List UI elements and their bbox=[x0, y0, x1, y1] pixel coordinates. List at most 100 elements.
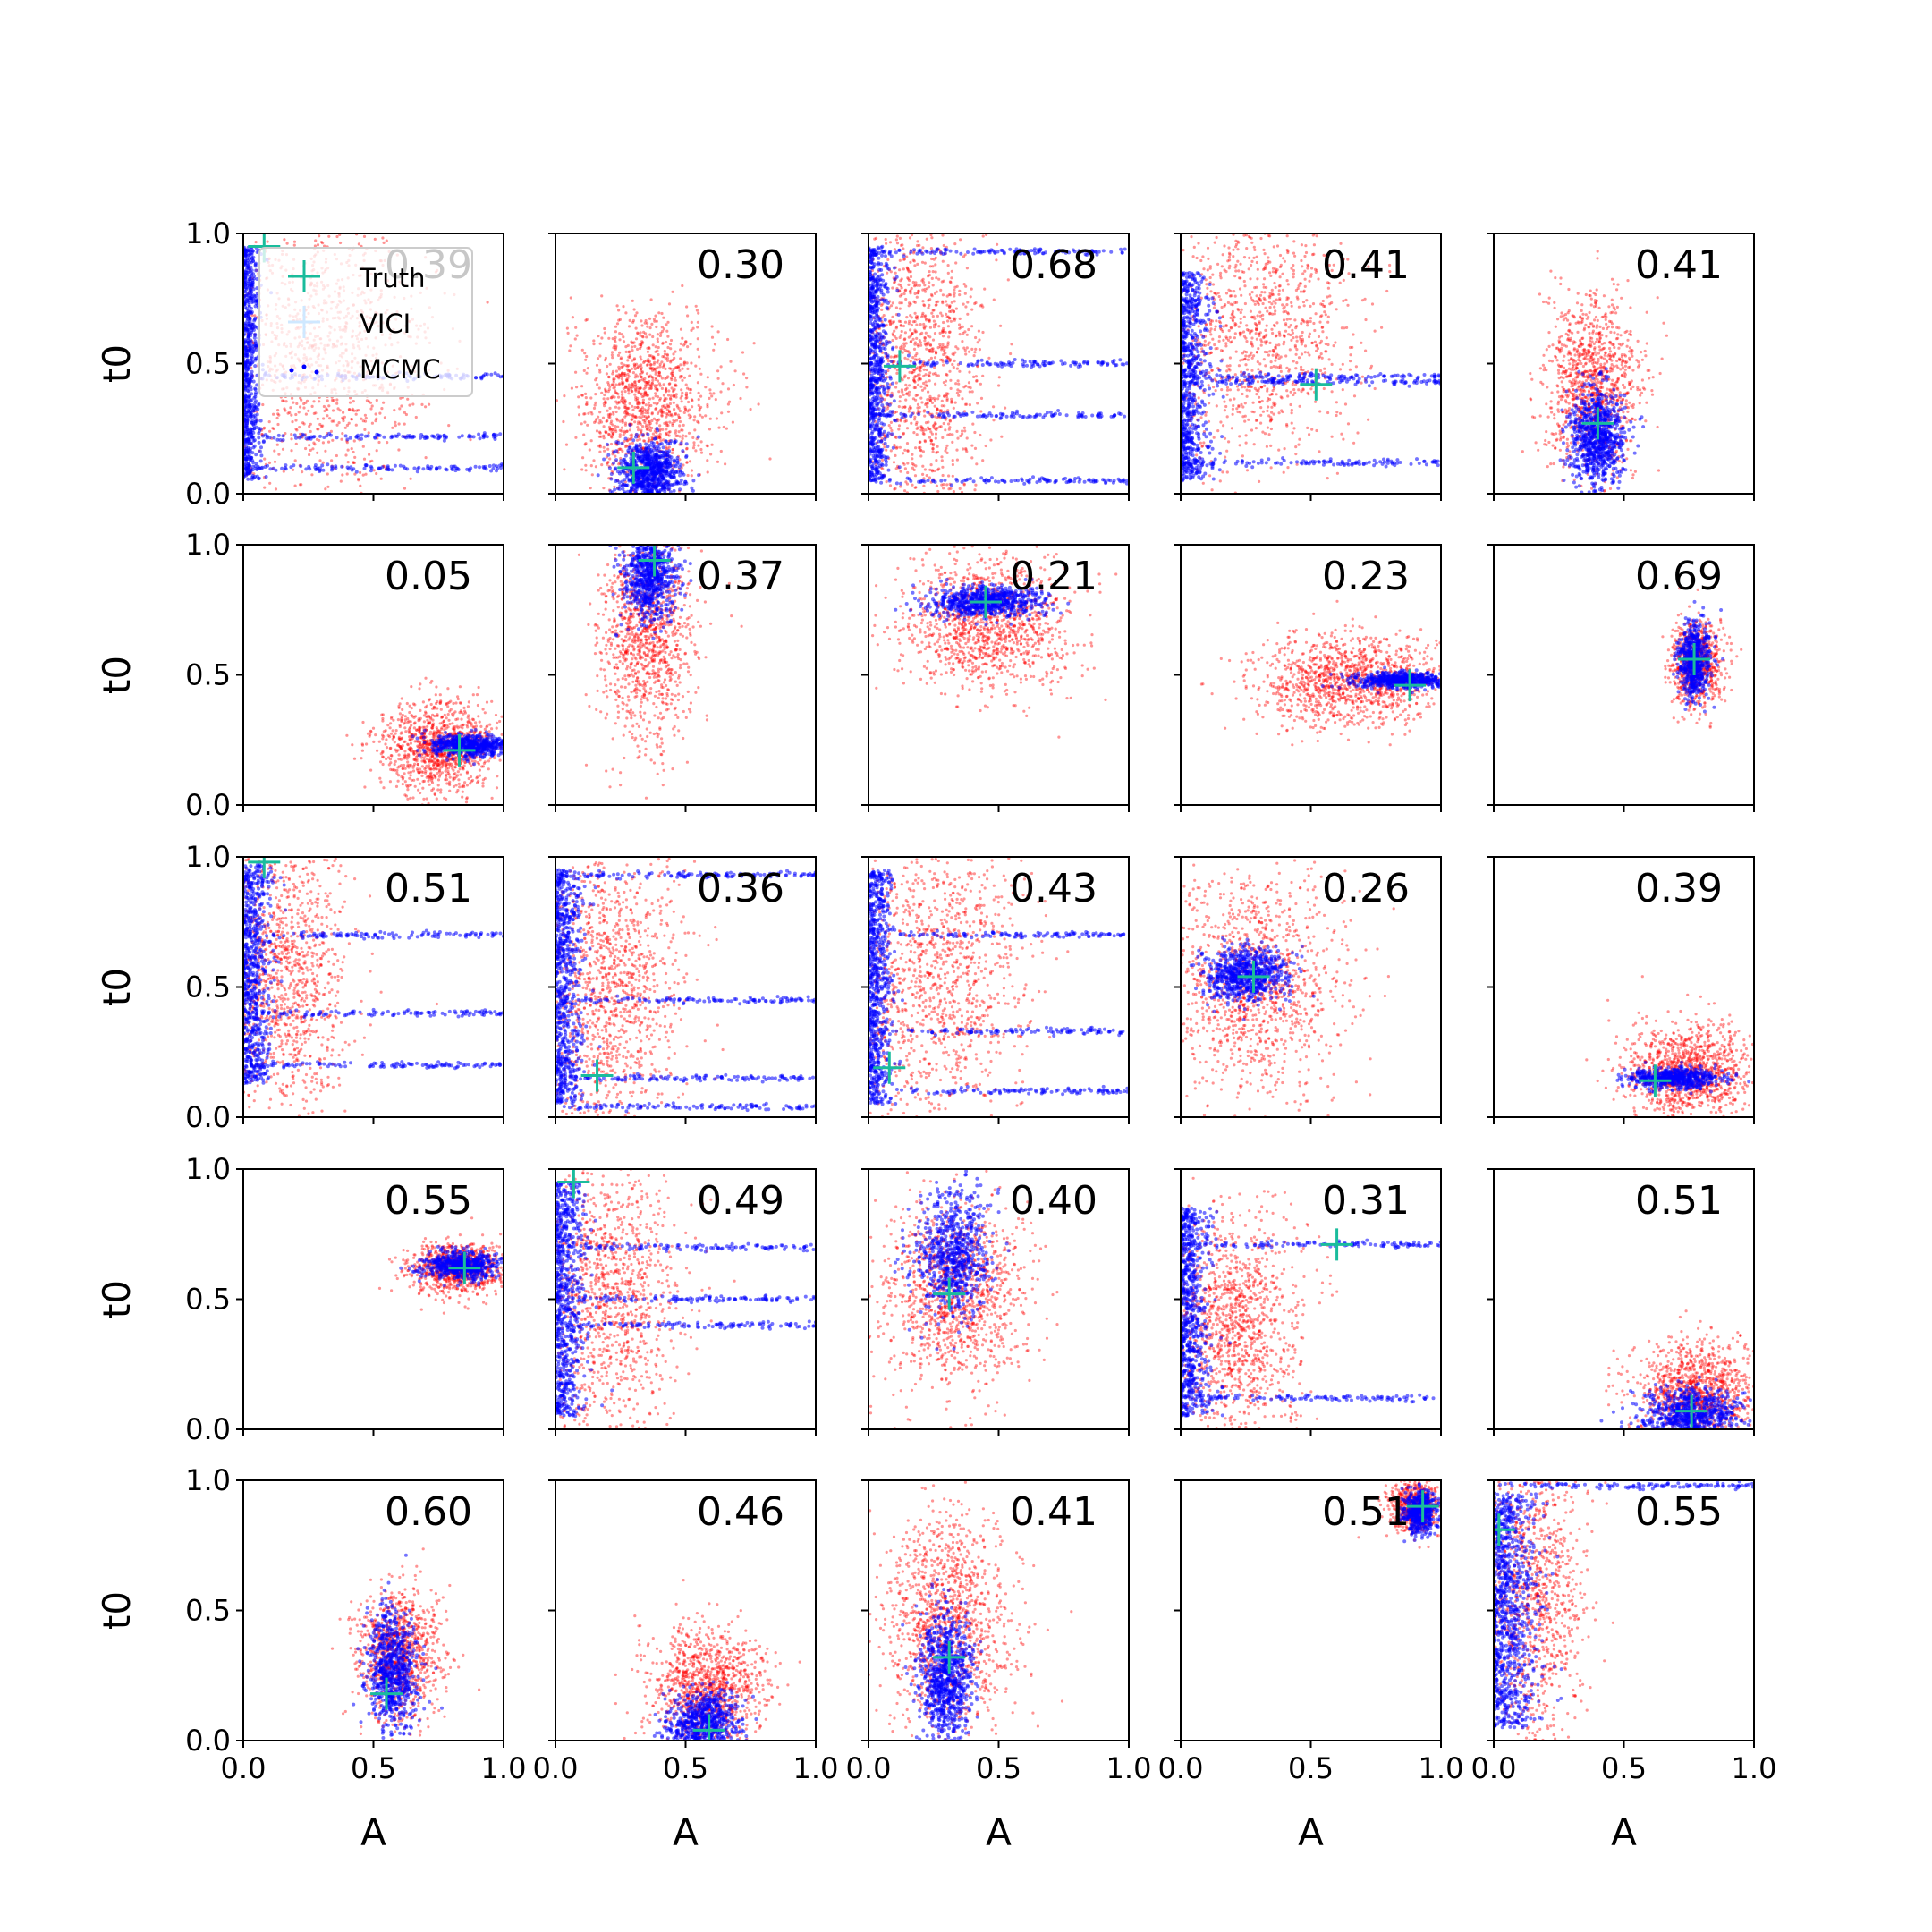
panel: 0.0 0.5 1.0 0.51 A bbox=[1158, 1479, 1464, 1854]
vici-samples bbox=[345, 676, 504, 805]
overlap-label: 0.55 bbox=[385, 1178, 472, 1224]
panel: 0.41 bbox=[1487, 233, 1755, 501]
truth-marker bbox=[617, 451, 650, 484]
overlap-label: 0.31 bbox=[1322, 1178, 1410, 1224]
overlap-label: 0.41 bbox=[1635, 242, 1723, 288]
y-axis-label: t0 bbox=[95, 344, 139, 383]
y-tick-label: 1.0 bbox=[185, 840, 231, 874]
vici-samples bbox=[1585, 975, 1754, 1117]
overlap-label: 0.21 bbox=[1010, 554, 1097, 599]
overlap-label: 0.49 bbox=[697, 1178, 784, 1224]
truth-marker bbox=[443, 733, 476, 767]
truth-marker bbox=[1675, 1394, 1708, 1428]
overlap-label: 0.51 bbox=[1322, 1489, 1410, 1535]
panel: 0.0 0.5 1.0 0.51 t0 bbox=[95, 840, 504, 1134]
mcmc-samples bbox=[1181, 1206, 1441, 1418]
panel: 0.0 0.5 1.0 0.0 0.5 1.0 0.60 At0 bbox=[95, 1463, 526, 1854]
truth-marker bbox=[557, 1169, 590, 1199]
panel: 0.0 0.5 1.0 0.05 t0 bbox=[95, 528, 504, 822]
overlap-label: 0.51 bbox=[385, 866, 472, 911]
overlap-label: 0.43 bbox=[1010, 866, 1097, 911]
overlap-label: 0.68 bbox=[1010, 242, 1097, 288]
mcmc-samples bbox=[1181, 271, 1441, 483]
x-tick-label: 0.0 bbox=[533, 1751, 579, 1785]
legend-entry-mcmc: MCMC bbox=[289, 354, 441, 385]
x-axis-label: A bbox=[673, 1810, 699, 1854]
legend-mcmc-label: MCMC bbox=[360, 354, 441, 385]
truth-marker bbox=[1678, 643, 1711, 676]
panel: 0.43 bbox=[861, 856, 1130, 1124]
panel: 0.49 bbox=[548, 1168, 817, 1436]
panel: 0.39 bbox=[1487, 856, 1755, 1124]
panel: 0.41 bbox=[1174, 233, 1442, 501]
overlap-label: 0.41 bbox=[1322, 242, 1410, 288]
y-tick-label: 0.5 bbox=[185, 1594, 231, 1628]
y-axis-label: t0 bbox=[95, 1591, 139, 1630]
panel: 0.23 bbox=[1174, 544, 1442, 812]
panel: 0.36 bbox=[548, 856, 817, 1124]
mcmc-samples bbox=[596, 423, 701, 494]
y-axis-label: t0 bbox=[95, 968, 139, 1006]
overlap-label: 0.36 bbox=[697, 866, 784, 911]
panel: 0.0 0.5 1.0 0.55 A bbox=[1471, 1479, 1777, 1854]
y-tick-label: 0.5 bbox=[185, 347, 231, 381]
panel: 0.0 0.5 1.0 0.46 A bbox=[533, 1479, 838, 1854]
mcmc-samples bbox=[869, 869, 1129, 1106]
panel: 0.21 bbox=[861, 544, 1130, 812]
y-tick-label: 0.0 bbox=[185, 1724, 231, 1758]
truth-marker bbox=[1581, 407, 1614, 440]
vici-samples bbox=[869, 233, 1013, 494]
truth-marker bbox=[1300, 368, 1333, 401]
panels: 0.0 0.5 1.0 0.39 t0 0.30 0.68 0.41 0.41 0.0 0.5 1.0… bbox=[95, 216, 1776, 1854]
x-tick-label: 0.0 bbox=[221, 1751, 267, 1785]
y-axis-label: t0 bbox=[95, 1280, 139, 1318]
y-axis-label: t0 bbox=[95, 656, 139, 694]
truth-marker bbox=[1237, 960, 1270, 993]
overlap-label: 0.23 bbox=[1322, 554, 1410, 599]
overlap-label: 0.05 bbox=[385, 554, 472, 599]
vici-samples bbox=[555, 857, 724, 1117]
overlap-label: 0.37 bbox=[697, 554, 784, 599]
overlap-label: 0.60 bbox=[385, 1489, 472, 1535]
panel: 0.26 bbox=[1174, 856, 1442, 1124]
y-tick-label: 1.0 bbox=[185, 1463, 231, 1497]
x-tick-label: 0.0 bbox=[1471, 1751, 1517, 1785]
y-tick-label: 0.5 bbox=[185, 970, 231, 1004]
y-tick-label: 0.0 bbox=[185, 1412, 231, 1446]
overlap-label: 0.30 bbox=[697, 242, 784, 288]
x-tick-label: 1.0 bbox=[481, 1751, 527, 1785]
mcmc-samples bbox=[1615, 1060, 1751, 1096]
overlap-label: 0.69 bbox=[1635, 554, 1723, 599]
panel: 0.37 bbox=[548, 544, 817, 812]
panel: 0.0 0.5 1.0 0.41 A bbox=[846, 1479, 1151, 1854]
x-axis-label: A bbox=[1611, 1810, 1637, 1854]
x-tick-label: 1.0 bbox=[1419, 1751, 1464, 1785]
vici-samples bbox=[614, 1579, 801, 1741]
mcmc-samples bbox=[555, 868, 816, 1114]
y-tick-label: 0.5 bbox=[185, 658, 231, 692]
overlap-label: 0.51 bbox=[1635, 1178, 1723, 1224]
legend-vici-marker bbox=[288, 306, 320, 338]
x-tick-label: 0.0 bbox=[1158, 1751, 1204, 1785]
mcmc-samples bbox=[1599, 1375, 1752, 1429]
overlap-label: 0.40 bbox=[1010, 1178, 1097, 1224]
panel: 0.69 bbox=[1487, 544, 1755, 812]
x-tick-label: 0.5 bbox=[1601, 1751, 1647, 1785]
truth-marker bbox=[638, 545, 671, 577]
x-tick-label: 1.0 bbox=[1732, 1751, 1777, 1785]
x-tick-label: 0.5 bbox=[351, 1751, 396, 1785]
legend: Truth VICI MCMC bbox=[258, 247, 473, 397]
truth-marker bbox=[1394, 669, 1427, 702]
x-axis-label: A bbox=[986, 1810, 1012, 1854]
x-tick-label: 0.0 bbox=[846, 1751, 892, 1785]
mcmc-samples bbox=[1398, 1482, 1441, 1544]
x-axis-label: A bbox=[1298, 1810, 1324, 1854]
legend-entry-truth: Truth bbox=[288, 260, 426, 293]
truth-marker bbox=[1494, 1513, 1515, 1546]
overlap-label: 0.41 bbox=[1010, 1489, 1097, 1535]
mcmc-samples bbox=[411, 728, 504, 767]
y-tick-label: 0.5 bbox=[185, 1283, 231, 1317]
x-tick-label: 0.5 bbox=[1288, 1751, 1334, 1785]
x-axis-label: A bbox=[360, 1810, 386, 1854]
truth-marker bbox=[969, 586, 1002, 619]
